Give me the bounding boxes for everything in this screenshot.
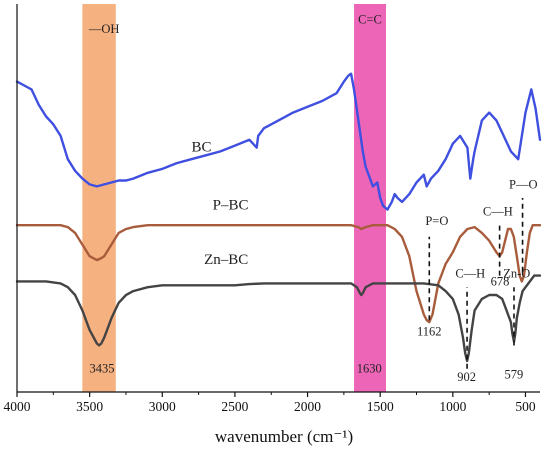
- x-tick-label-2500: 2500: [221, 399, 248, 414]
- x-tick-label-3500: 3500: [76, 399, 103, 414]
- label-902: 902: [457, 370, 476, 384]
- label-znbc: Zn–BC: [204, 252, 248, 268]
- label-3435: 3435: [89, 362, 114, 376]
- label-1630: 1630: [357, 362, 382, 376]
- x-tick-label-4000: 4000: [4, 399, 31, 414]
- x-axis-label: wavenumber (cm⁻¹): [215, 427, 353, 446]
- label-579: 579: [504, 367, 523, 381]
- label-oh: —OH: [88, 22, 120, 36]
- label-zno: Zn-O: [503, 267, 530, 281]
- x-tick-label-1000: 1000: [439, 399, 466, 414]
- label-bc: BC: [191, 139, 211, 155]
- label-pbc: P–BC: [213, 198, 249, 214]
- spectra-lines: [15, 72, 542, 363]
- label-p-o: P—O: [509, 177, 537, 191]
- label-po: P=O: [425, 214, 448, 228]
- label-ch-pbc: C—H: [483, 204, 513, 218]
- series-line-2: [15, 274, 542, 363]
- x-tick-label-2000: 2000: [294, 399, 321, 414]
- label-cc: C=C: [358, 12, 382, 26]
- hydroxyl-band: [82, 4, 116, 392]
- series-line-0: [15, 72, 542, 211]
- label-1162: 1162: [417, 325, 442, 339]
- annotations: BC P–BC Zn–BC —OH C=C 3435 1630 P=O 1162 C—H 678 P—…: [88, 12, 538, 384]
- peak-markers: [428, 198, 524, 369]
- x-axis: 4000 3500 3000 2500 2000 1500 1000 500: [4, 4, 540, 414]
- x-tick-label-1500: 1500: [367, 399, 394, 414]
- label-ch-znbc: C—H: [455, 267, 485, 281]
- x-tick-label-500: 500: [515, 399, 536, 414]
- series-line-1: [15, 224, 542, 324]
- x-tick-label-3000: 3000: [149, 399, 176, 414]
- label-678: 678: [491, 274, 510, 288]
